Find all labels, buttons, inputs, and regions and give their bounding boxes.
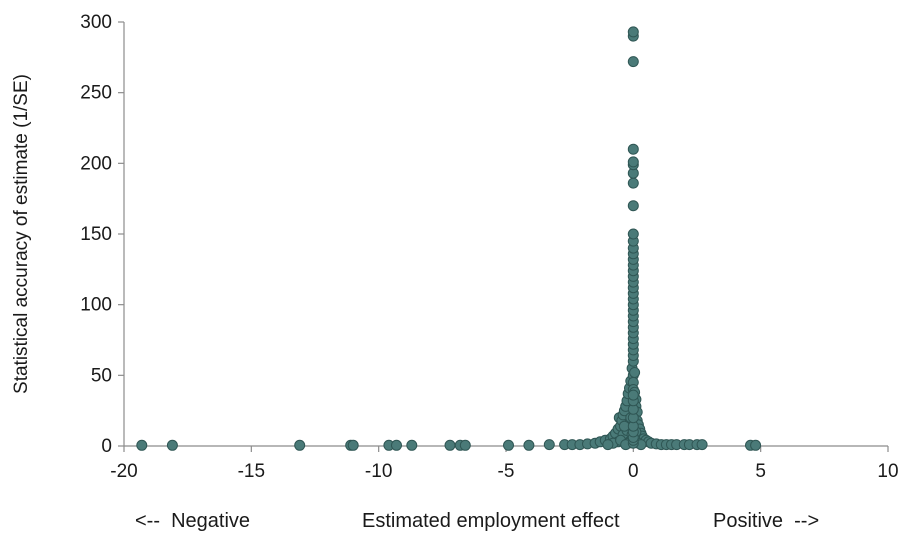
data-point [166, 439, 178, 451]
x-tick-label: 0 [628, 461, 639, 482]
data-point [750, 439, 762, 451]
y-tick-label: 200 [80, 153, 112, 174]
y-tick-label: 250 [80, 83, 112, 104]
data-point [294, 439, 306, 451]
y-tick-label: 150 [80, 224, 112, 245]
data-point [627, 177, 639, 189]
x-tick-label: 5 [755, 461, 766, 482]
data-point [459, 439, 471, 451]
x-axis-title: Estimated employment effect [362, 510, 620, 532]
data-point [406, 439, 418, 451]
y-tick-label: 100 [80, 295, 112, 316]
positive-direction-label: Positive --> [713, 510, 820, 532]
data-point [627, 26, 639, 38]
data-point [602, 439, 614, 451]
x-tick-label: -15 [238, 461, 265, 482]
x-tick-label: -20 [110, 461, 137, 482]
data-point [523, 439, 535, 451]
y-axis-title: Statistical accuracy of estimate (1/SE) [11, 74, 32, 394]
data-point [627, 228, 639, 240]
data-point [347, 439, 359, 451]
negative-direction-label: <-- Negative [135, 510, 251, 532]
data-point [627, 389, 639, 401]
x-tick-label: 10 [877, 461, 898, 482]
data-point [627, 56, 639, 68]
y-tick-label: 50 [91, 365, 112, 386]
data-point [627, 143, 639, 155]
data-point [391, 439, 402, 451]
data-point [503, 439, 514, 451]
x-tick-label: -10 [365, 461, 392, 482]
data-point [136, 439, 148, 451]
data-point [627, 156, 639, 168]
data-point [627, 200, 639, 212]
data-point [444, 439, 456, 451]
y-tick-label: 0 [101, 436, 112, 457]
x-tick-label: -5 [498, 461, 515, 482]
data-point [543, 439, 555, 451]
y-tick-label: 300 [80, 12, 112, 33]
data-point [696, 439, 708, 451]
data-point [629, 367, 641, 378]
